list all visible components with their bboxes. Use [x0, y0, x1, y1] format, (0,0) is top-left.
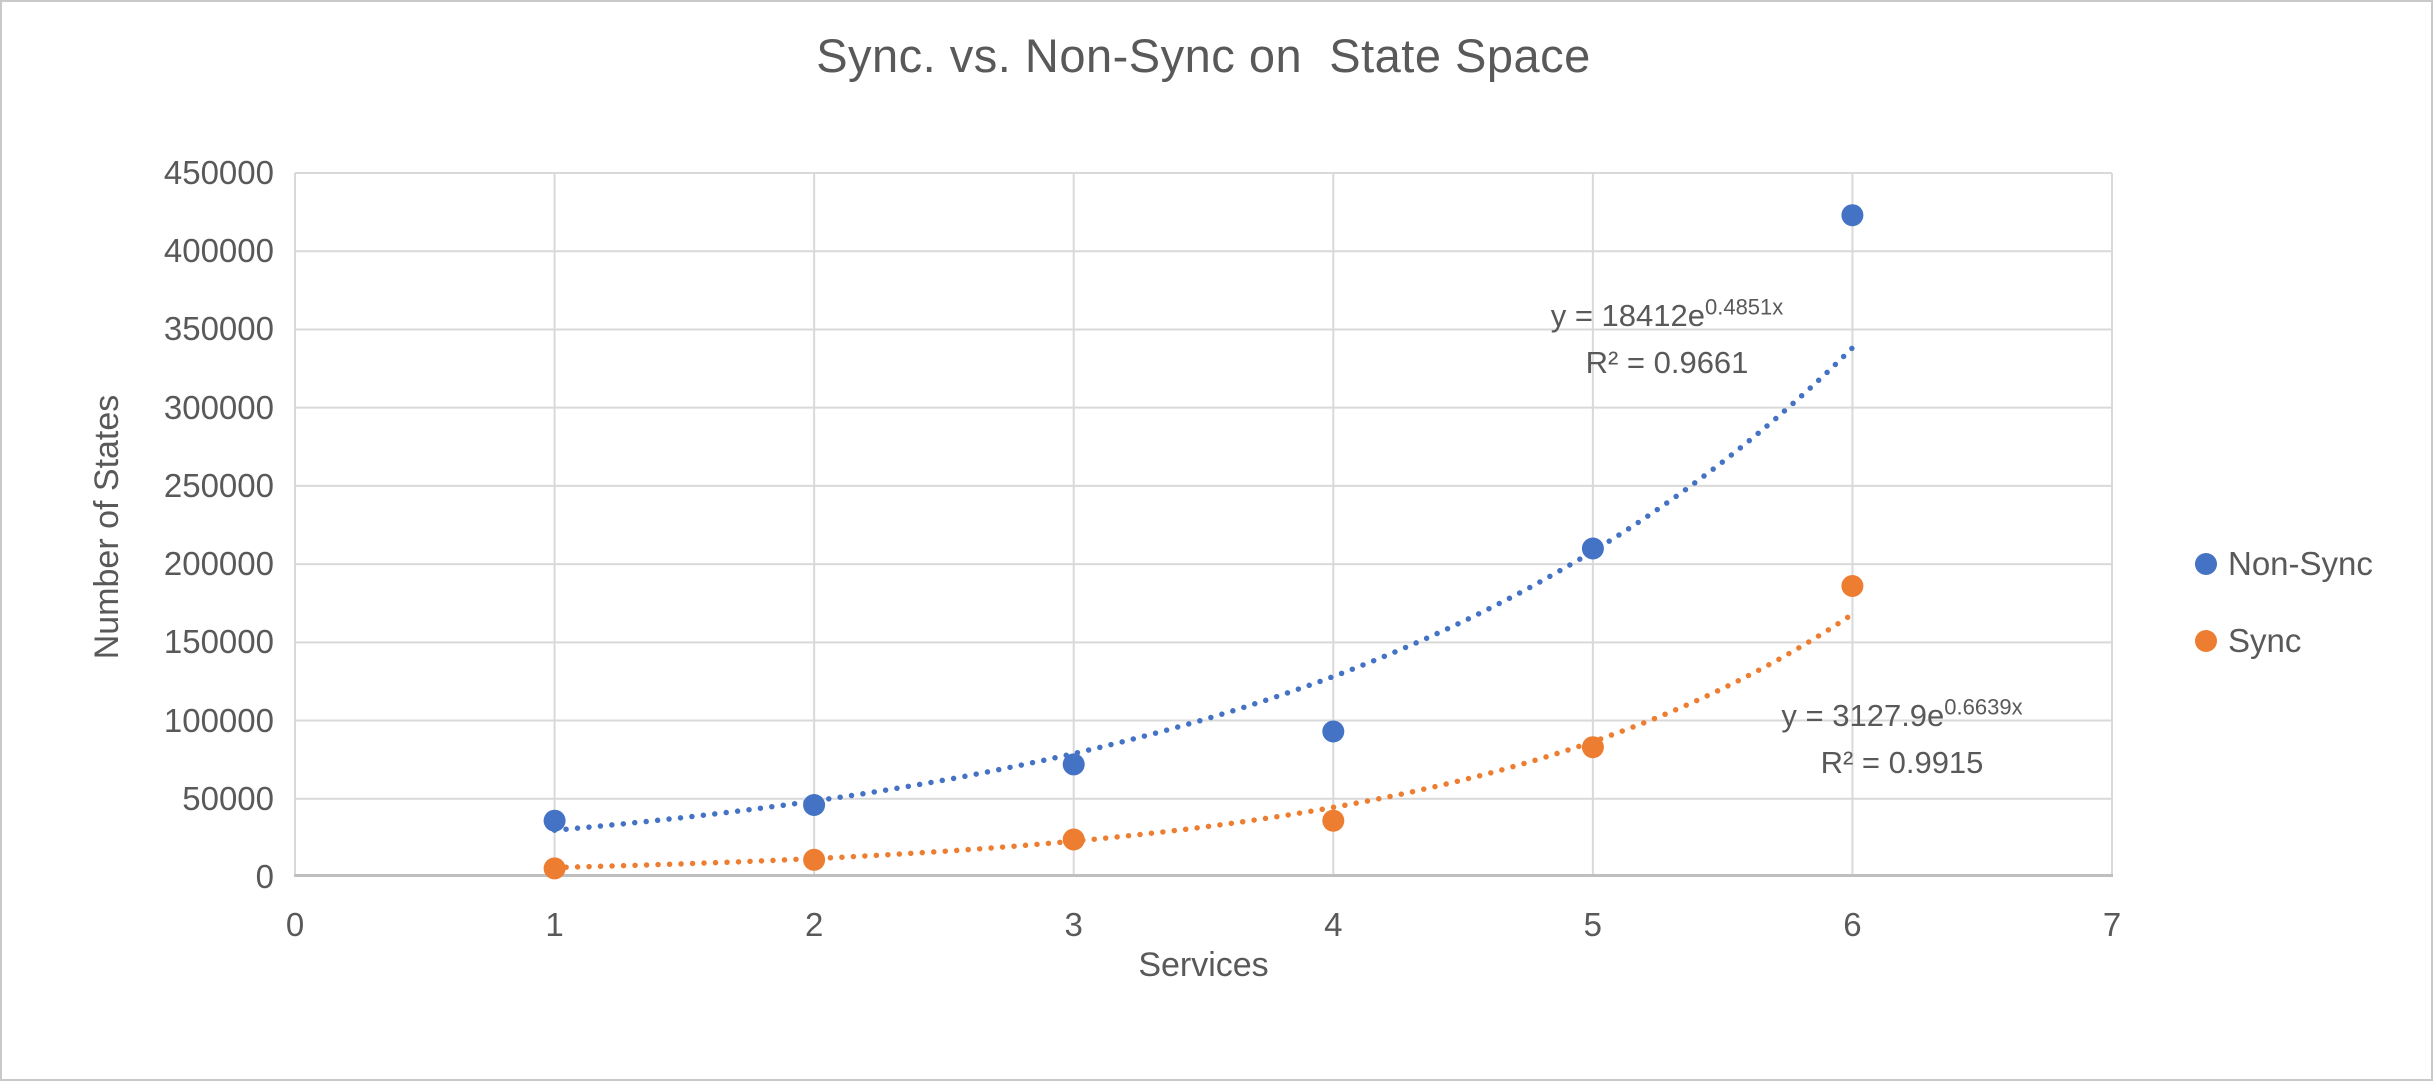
y-tick-label: 100000	[163, 701, 274, 739]
trendline-equation-sync: y = 3127.9e0.6639x R² = 0.9915	[1692, 692, 2112, 786]
x-tick-label: 2	[804, 906, 824, 943]
y-tick-label: 150000	[163, 623, 274, 661]
y-tick-label: 300000	[163, 388, 274, 426]
y-tick-label: 200000	[163, 545, 274, 583]
data-point-sync	[1062, 828, 1085, 851]
y-tick-label: 400000	[163, 232, 274, 270]
x-tick-label: 5	[1583, 906, 1603, 943]
data-point-non-sync	[1062, 753, 1085, 776]
y-tick-label: 450000	[163, 154, 274, 191]
data-point-non-sync	[803, 794, 826, 816]
x-tick-label: 3	[1064, 906, 1083, 943]
x-axis-title: Services	[1138, 946, 1269, 984]
plot-area	[294, 172, 2113, 880]
trendline-equation-nonsync-formula: y = 18412e0.4851x	[1550, 294, 1784, 333]
legend-item-sync: Sync	[2195, 622, 2301, 660]
y-tick-label: 50000	[182, 779, 274, 817]
legend-label-nonsync: Non-Sync	[2228, 545, 2373, 582]
trendline-equation-sync-formula: y = 3127.9e0.6639x	[1781, 694, 2023, 733]
trendline-equation-nonsync: y = 18412e0.4851x R² = 0.9661	[1452, 292, 1882, 386]
x-tick-label: 6	[1843, 906, 1862, 943]
data-point-non-sync	[1841, 204, 1864, 227]
x-tick-label: 0	[285, 906, 305, 943]
legend-label-sync: Sync	[2228, 622, 2302, 659]
data-point-sync	[1322, 809, 1345, 832]
x-tick-label: 1	[545, 906, 564, 943]
y-tick-label: 250000	[163, 466, 274, 504]
trendline-r2-nonsync: R² = 0.9661	[1585, 345, 1749, 380]
trendline-r2-sync: R² = 0.9915	[1820, 745, 1984, 780]
y-tick-label: 0	[255, 858, 274, 895]
nonsync-series-marker-icon	[2195, 553, 2217, 575]
data-point-non-sync	[543, 809, 566, 832]
trendline-sync	[551, 611, 1856, 871]
x-tick-label: 4	[1324, 906, 1343, 943]
trendline-non-sync	[551, 345, 1856, 833]
data-point-sync	[1841, 575, 1864, 597]
x-tick-label: 7	[2102, 906, 2122, 943]
data-point-sync	[803, 848, 826, 871]
data-point-non-sync	[1322, 720, 1345, 743]
chart-title: Sync. vs. Non-Sync on State Space	[816, 29, 1591, 82]
y-tick-label: 350000	[163, 310, 274, 348]
legend-item-nonsync: Non-Sync	[2195, 545, 2373, 583]
y-axis-title: Number of States	[88, 394, 126, 660]
sync-series-marker-icon	[2195, 630, 2217, 652]
